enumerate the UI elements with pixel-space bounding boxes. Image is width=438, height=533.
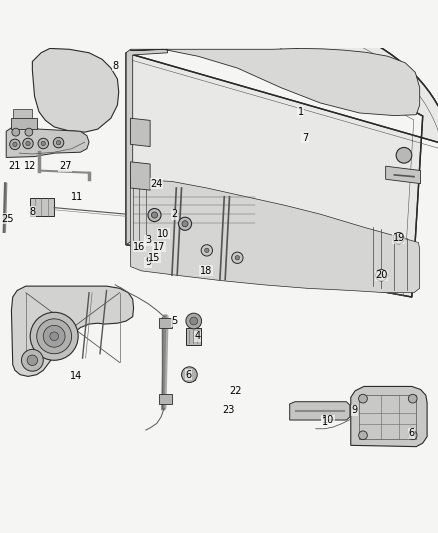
Polygon shape — [351, 386, 427, 447]
Polygon shape — [32, 49, 119, 132]
Text: 11: 11 — [71, 192, 83, 201]
Circle shape — [50, 332, 59, 341]
Bar — [186, 328, 201, 345]
Circle shape — [201, 245, 212, 256]
Circle shape — [41, 141, 46, 146]
Circle shape — [26, 141, 30, 146]
Polygon shape — [126, 18, 438, 297]
Circle shape — [25, 128, 33, 136]
Text: 3: 3 — [145, 236, 151, 245]
Polygon shape — [131, 162, 150, 190]
Text: 27: 27 — [59, 161, 71, 171]
Circle shape — [12, 128, 20, 136]
Circle shape — [21, 349, 43, 371]
Text: 24: 24 — [151, 179, 163, 189]
Circle shape — [57, 141, 61, 145]
Text: 8: 8 — [29, 207, 35, 217]
Polygon shape — [386, 166, 420, 184]
Circle shape — [393, 232, 404, 244]
Text: 7: 7 — [302, 133, 308, 143]
Bar — [30, 198, 54, 216]
Text: 10: 10 — [322, 415, 334, 425]
Text: 16: 16 — [133, 242, 145, 252]
Text: 18: 18 — [200, 266, 212, 276]
Circle shape — [13, 142, 17, 147]
Circle shape — [43, 325, 65, 347]
Circle shape — [379, 273, 384, 277]
Polygon shape — [131, 118, 150, 147]
Circle shape — [37, 319, 72, 354]
Bar — [13, 109, 32, 118]
Bar — [159, 318, 172, 328]
Polygon shape — [126, 49, 168, 245]
Circle shape — [205, 248, 209, 253]
Circle shape — [53, 138, 64, 148]
Text: 10: 10 — [157, 229, 170, 239]
Circle shape — [408, 431, 417, 440]
Circle shape — [148, 208, 161, 222]
Text: 1: 1 — [297, 107, 304, 117]
Circle shape — [232, 252, 243, 263]
Polygon shape — [11, 286, 134, 376]
Text: 15: 15 — [148, 253, 161, 263]
Text: 25: 25 — [1, 214, 14, 223]
Circle shape — [182, 221, 188, 227]
Text: 4: 4 — [194, 332, 200, 341]
Text: 5: 5 — [171, 316, 177, 326]
Text: 17: 17 — [153, 242, 165, 252]
Circle shape — [235, 256, 240, 260]
Circle shape — [396, 148, 412, 163]
Circle shape — [23, 138, 33, 149]
Circle shape — [152, 212, 158, 218]
Bar — [360, 395, 416, 439]
Text: 8: 8 — [112, 61, 118, 71]
Circle shape — [359, 431, 367, 440]
Text: 2: 2 — [171, 209, 177, 219]
Circle shape — [396, 236, 401, 240]
Text: 1: 1 — [321, 417, 328, 427]
Circle shape — [27, 355, 38, 366]
Text: 9: 9 — [351, 406, 357, 415]
Circle shape — [359, 394, 367, 403]
Text: 23: 23 — [223, 406, 235, 415]
Polygon shape — [131, 49, 420, 116]
Bar — [11, 118, 37, 129]
Text: 9: 9 — [145, 257, 151, 267]
Text: 12: 12 — [24, 161, 36, 171]
Text: 21: 21 — [9, 161, 21, 171]
Circle shape — [38, 138, 49, 149]
Polygon shape — [290, 402, 350, 420]
Bar — [184, 369, 194, 380]
Bar — [159, 394, 172, 404]
Text: 14: 14 — [70, 372, 82, 382]
Polygon shape — [6, 127, 89, 157]
Text: 19: 19 — [392, 233, 405, 243]
Polygon shape — [131, 179, 420, 293]
Circle shape — [186, 313, 201, 329]
Circle shape — [178, 217, 191, 230]
Text: 20: 20 — [375, 270, 388, 280]
Circle shape — [376, 270, 387, 281]
Circle shape — [408, 394, 417, 403]
Text: 6: 6 — [409, 428, 415, 438]
Text: 22: 22 — [229, 386, 241, 396]
Text: 6: 6 — [185, 370, 191, 379]
Circle shape — [190, 317, 198, 325]
Circle shape — [30, 312, 78, 360]
Circle shape — [10, 139, 20, 150]
Circle shape — [181, 367, 197, 383]
